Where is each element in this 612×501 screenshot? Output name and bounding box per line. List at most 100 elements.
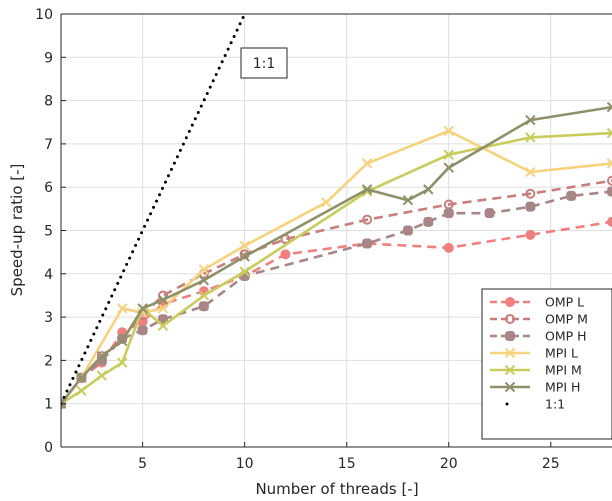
data-point <box>423 184 434 195</box>
y-tick-label: 10 <box>35 7 53 23</box>
data-point <box>157 294 169 305</box>
data-point <box>566 190 577 201</box>
data-point <box>137 325 148 336</box>
x-axis-label: Number of threads [-] <box>255 480 418 498</box>
y-tick-label: 8 <box>44 94 53 110</box>
data-point <box>117 303 128 314</box>
data-point <box>362 238 373 249</box>
axes <box>60 13 612 448</box>
legend-marker <box>504 381 516 393</box>
data-point <box>484 208 495 219</box>
data-point <box>443 162 454 173</box>
data-point <box>525 114 536 126</box>
legend-item: MPI M <box>490 363 582 378</box>
data-point <box>443 149 454 160</box>
data-point <box>96 370 108 381</box>
series-mpi-h <box>61 101 612 409</box>
series-layer <box>61 14 612 409</box>
legend-marker <box>504 347 516 359</box>
data-point <box>402 225 413 236</box>
y-tick-label: 5 <box>44 224 53 240</box>
data-point <box>402 194 414 206</box>
data-point <box>76 372 87 383</box>
x-tick-label: 25 <box>542 456 560 472</box>
y-tick-label: 0 <box>44 440 53 456</box>
data-point <box>443 208 454 219</box>
legend-item: MPI L <box>490 346 578 361</box>
legend-label: OMP L <box>545 295 584 310</box>
legend-marker <box>505 314 515 324</box>
data-point <box>198 301 209 312</box>
data-point <box>525 229 536 240</box>
data-point <box>607 175 612 186</box>
x-tick-labels: 5 10 15 20 25 <box>138 456 560 472</box>
legend-marker <box>504 364 516 376</box>
y-tick-label: 2 <box>44 353 53 369</box>
data-point <box>525 188 536 199</box>
data-point <box>239 266 250 277</box>
legend-label: OMP M <box>545 312 588 327</box>
y-axis-label: Speed-up ratio [-] <box>8 164 26 297</box>
series-line <box>61 129 612 405</box>
data-point <box>606 101 612 113</box>
data-point <box>117 335 128 347</box>
y-tick-label: 4 <box>44 267 53 283</box>
data-point <box>525 201 536 212</box>
legend-item: OMP M <box>490 312 588 327</box>
data-point <box>443 242 454 253</box>
x-tick-label: 10 <box>236 456 254 472</box>
data-point <box>239 240 250 251</box>
data-point <box>525 132 536 143</box>
data-point <box>239 251 250 262</box>
annotation-frame <box>240 47 288 79</box>
data-point <box>137 303 148 314</box>
data-point <box>443 125 454 137</box>
y-tick-label: 1 <box>44 397 53 413</box>
legend-marker <box>505 297 515 307</box>
data-point <box>198 264 210 275</box>
data-point <box>607 216 612 227</box>
data-point <box>525 166 536 178</box>
data-point <box>361 184 373 195</box>
x-tick-label: 20 <box>440 456 458 472</box>
legend-label: OMP H <box>545 329 587 344</box>
legend-label: MPI M <box>545 363 582 378</box>
data-point <box>362 214 373 225</box>
x-tick-label: 5 <box>138 456 147 472</box>
y-tick-labels: 0 1 2 3 4 5 6 7 8 9 10 <box>35 7 53 456</box>
data-point <box>96 350 108 362</box>
data-point <box>321 197 332 208</box>
data-point <box>280 249 291 260</box>
data-point <box>158 314 169 325</box>
y-tick-label: 6 <box>44 180 53 196</box>
legend-label: MPI L <box>545 346 578 361</box>
legend-frame <box>481 288 612 440</box>
data-point <box>157 303 169 314</box>
data-point <box>117 357 128 368</box>
data-point <box>606 158 612 169</box>
data-point <box>606 127 612 139</box>
legend-label: 1:1 <box>545 397 565 412</box>
data-point <box>361 186 373 197</box>
data-point <box>198 275 210 286</box>
annotation-box: 1:1 <box>240 47 288 79</box>
legend-item: MPI H <box>490 380 580 395</box>
annotation-text: 1:1 <box>253 56 276 72</box>
x-tick-label: 15 <box>338 456 356 472</box>
data-point <box>198 290 210 301</box>
legend-item: OMP L <box>490 295 584 310</box>
data-point <box>361 158 373 169</box>
y-tick-label: 9 <box>44 50 53 66</box>
data-point <box>607 186 612 197</box>
data-point <box>76 385 87 396</box>
series-line <box>61 190 612 405</box>
y-tick-label: 3 <box>44 310 53 326</box>
legend-marker <box>505 331 515 341</box>
legend-item: 1:1 <box>505 397 565 412</box>
data-point <box>157 320 169 331</box>
y-tick-label: 7 <box>44 137 53 153</box>
legend-label: MPI H <box>545 380 580 395</box>
legend-item: OMP H <box>490 329 587 344</box>
data-point <box>423 216 434 227</box>
